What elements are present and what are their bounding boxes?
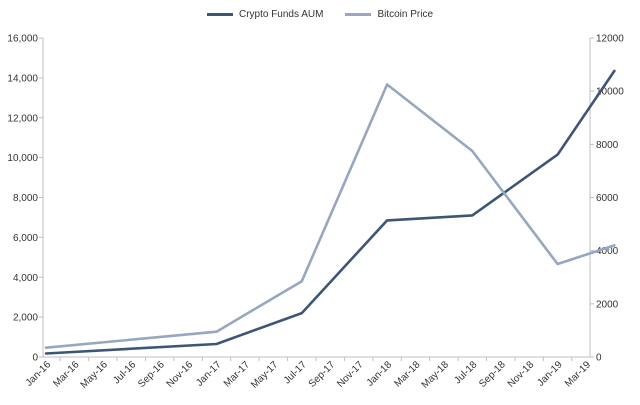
y-left-tick-label: 10,000 [7, 153, 38, 164]
x-tick-label: Jul-17 [282, 359, 309, 386]
x-tick-label: May-18 [420, 359, 452, 391]
y-left-tick-label: 14,000 [7, 73, 38, 84]
x-tick-label: Sep-16 [136, 359, 167, 390]
x-tick-label: May-16 [79, 359, 111, 391]
x-tick-label: Sep-17 [307, 359, 338, 390]
y-left-tick-label: 2,000 [13, 313, 38, 324]
x-tick-label: Mar-17 [222, 359, 252, 389]
x-tick-label: Jul-18 [452, 359, 479, 386]
y-right-tick-label: 6000 [596, 193, 619, 204]
x-tick-label: Jan-16 [24, 359, 54, 389]
x-tick-label: Nov-18 [506, 359, 537, 390]
legend-swatch-aum [206, 13, 233, 16]
x-tick-label: Jan-18 [365, 359, 395, 389]
legend-item-bitcoin[interactable]: Bitcoin Price [345, 9, 433, 20]
legend-label-bitcoin: Bitcoin Price [377, 9, 434, 20]
y-left-tick-label: 12,000 [7, 113, 38, 124]
x-tick-label: Mar-19 [563, 359, 593, 389]
x-tick-label: Jan-17 [194, 359, 224, 389]
y-left-tick-label: 8,000 [13, 193, 38, 204]
series-line-bitcoin-price [44, 83, 616, 349]
x-tick-label: Mar-16 [51, 359, 81, 389]
y-left-tick-label: 4,000 [13, 273, 38, 284]
legend: Crypto Funds AUM Bitcoin Price [0, 9, 640, 20]
x-tick-label: Nov-16 [165, 359, 196, 390]
y-left-tick-label: 0 [32, 353, 38, 364]
legend-label-aum: Crypto Funds AUM [238, 9, 324, 20]
legend-item-aum[interactable]: Crypto Funds AUM [206, 9, 324, 20]
x-tick-label: May-17 [249, 359, 281, 391]
x-tick-label: Mar-18 [392, 359, 422, 389]
y-right-tick-label: 8000 [596, 140, 619, 151]
x-tick-label: Jan-19 [535, 359, 565, 389]
legend-swatch-bitcoin [345, 13, 372, 16]
x-tick-label: Sep-18 [477, 359, 508, 390]
y-left-tick-label: 16,000 [7, 34, 38, 45]
x-tick-label: Jul-16 [111, 359, 138, 386]
x-tick-label: Nov-17 [335, 359, 366, 390]
y-right-tick-label: 2000 [596, 299, 619, 310]
y-right-tick-label: 10000 [596, 87, 624, 98]
y-right-tick-label: 12000 [596, 34, 624, 45]
y-right-tick-label: 0 [596, 353, 602, 364]
series-line-crypto-funds-aum [44, 69, 616, 355]
y-left-tick-label: 6,000 [13, 233, 38, 244]
y-right-tick-label: 4000 [596, 246, 619, 257]
